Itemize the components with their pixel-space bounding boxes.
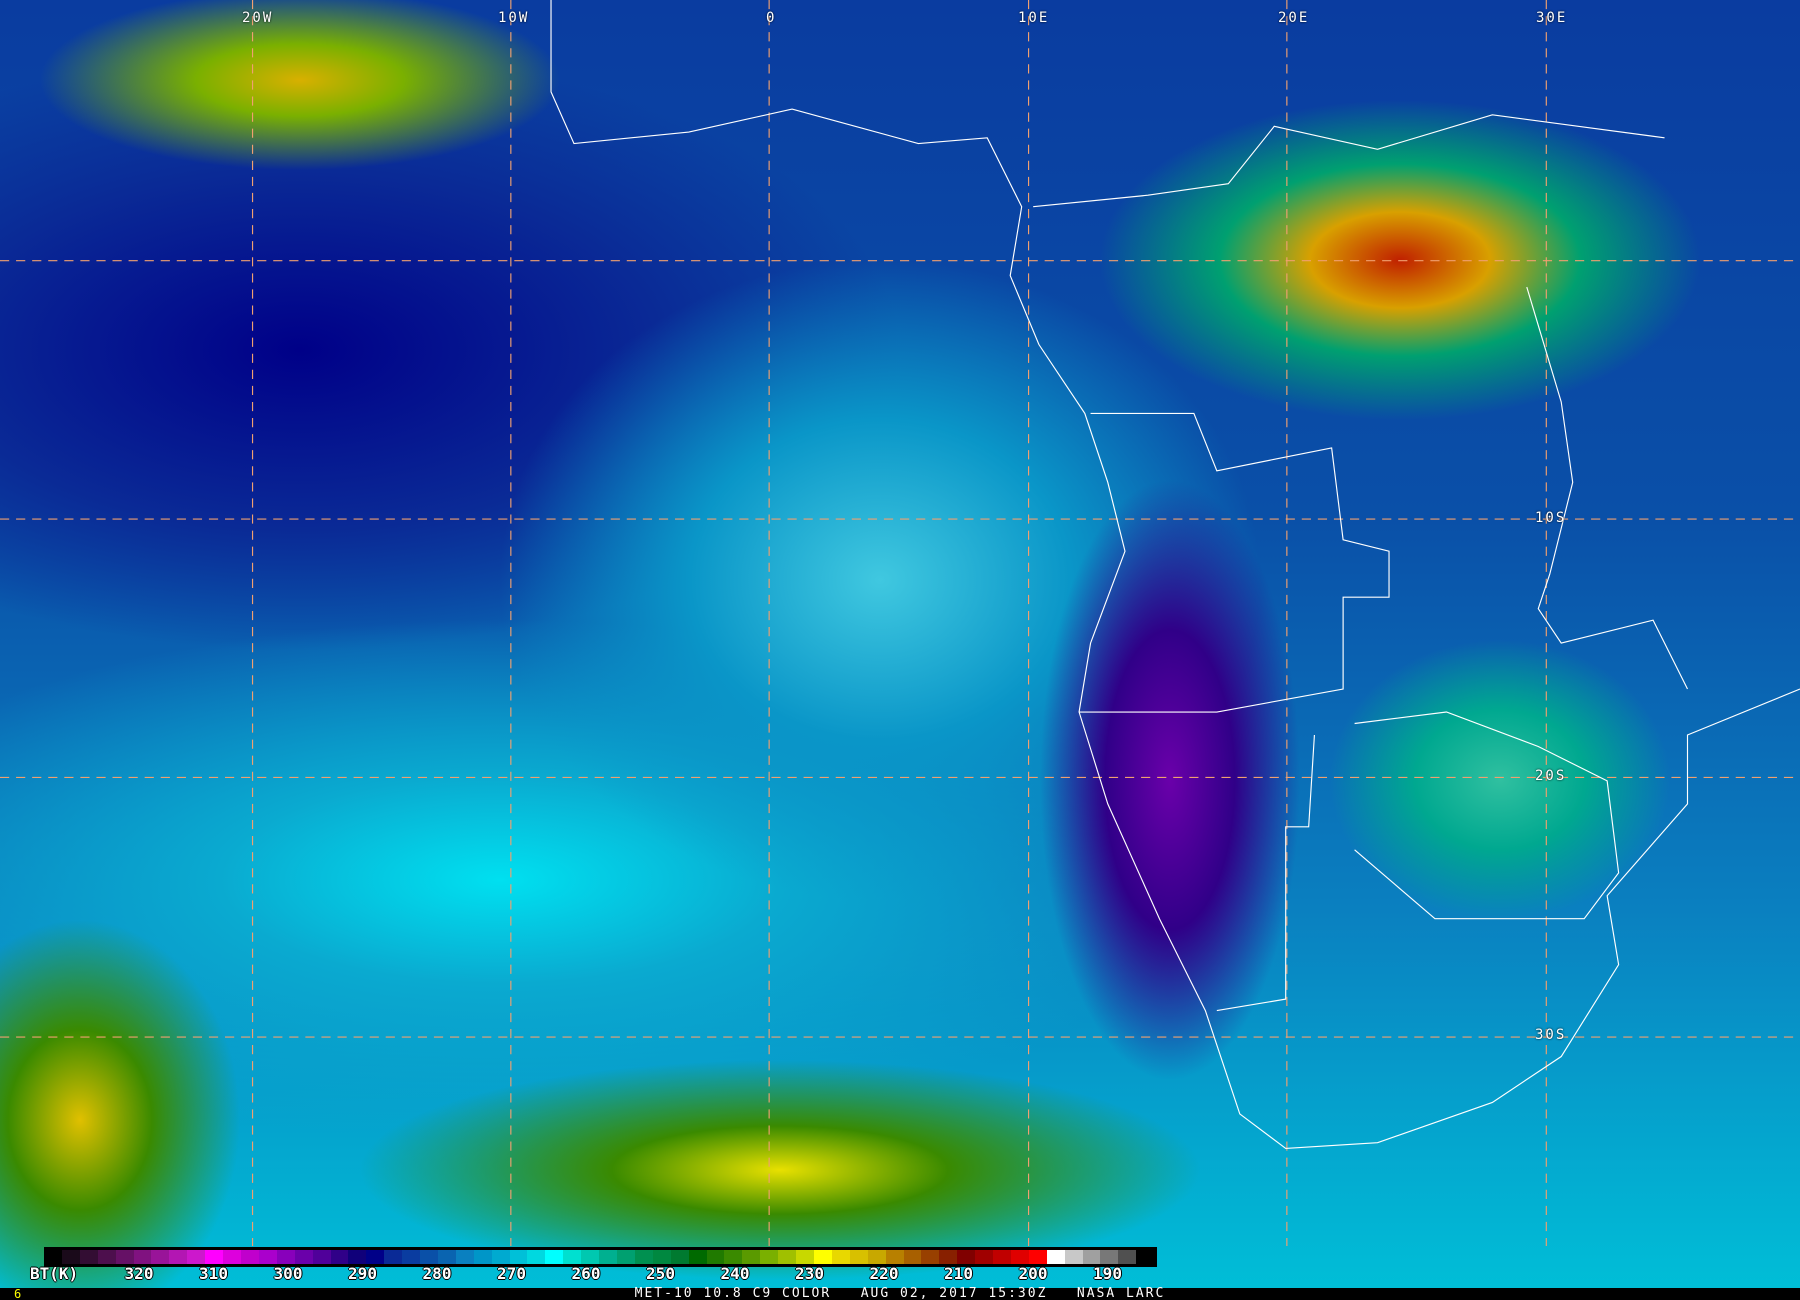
color-bar [44, 1247, 1157, 1267]
color-bar-swatch [939, 1250, 958, 1264]
color-bar-swatch [796, 1250, 814, 1264]
color-bar-swatch [634, 1250, 653, 1264]
color-bar-swatch [348, 1250, 367, 1264]
color-bar-swatch [133, 1250, 152, 1264]
color-bar-swatch [491, 1250, 510, 1264]
color-bar-tick-label: 210 [944, 1264, 973, 1283]
color-bar-swatch [957, 1250, 976, 1264]
color-bar-swatch [760, 1250, 779, 1264]
lon-label-30e: 30E [1536, 10, 1568, 26]
color-bar-swatch [205, 1250, 224, 1264]
lat-label-30s: 30S [1535, 1027, 1567, 1043]
color-bar-swatch [187, 1250, 206, 1264]
color-bar-tick-label: 230 [795, 1264, 824, 1283]
color-bar-swatch [151, 1250, 170, 1264]
color-bar-swatch [44, 1250, 62, 1264]
color-bar-swatch [706, 1250, 725, 1264]
color-bar-swatch [527, 1250, 546, 1264]
footer-caption: MET-10 10.8 C9 COLOR AUG 02, 2017 15:30Z… [0, 1286, 1800, 1300]
color-bar-swatch [831, 1250, 850, 1264]
color-bar-swatch [169, 1250, 188, 1264]
product-name: MET-10 10.8 C9 COLOR [634, 1286, 832, 1300]
color-bar-tick-label: 190 [1093, 1264, 1122, 1283]
color-bar-swatch [294, 1250, 313, 1264]
color-bar-tick-label: 290 [348, 1264, 377, 1283]
color-bar-swatch [258, 1250, 277, 1264]
color-bar-swatch [813, 1250, 832, 1264]
color-bar-swatch [366, 1250, 385, 1264]
color-bar-swatch [384, 1250, 403, 1264]
lat-label-20s: 20S [1535, 768, 1567, 784]
lon-label-10w: 10W [498, 10, 530, 26]
color-bar-tick-label: 250 [646, 1264, 675, 1283]
color-bar-swatch [420, 1250, 438, 1264]
color-bar-swatch [581, 1250, 600, 1264]
color-bar-swatch [1118, 1250, 1137, 1264]
color-bar-tick-label: 220 [869, 1264, 899, 1283]
datetime: AUG 02, 2017 15:30Z [860, 1286, 1048, 1300]
footer-bar [0, 1288, 1800, 1300]
color-bar-tick-label: 270 [497, 1264, 526, 1283]
color-bar-swatch [1100, 1250, 1119, 1264]
color-bar-swatch [778, 1250, 797, 1264]
color-bar-swatch [742, 1250, 761, 1264]
color-bar-swatch [993, 1250, 1011, 1264]
lon-label-10e: 10E [1018, 10, 1050, 26]
color-bar-swatch [903, 1250, 922, 1264]
color-bar-tick-label: 200 [1018, 1264, 1048, 1283]
legend-unit-label: BT(K) [30, 1264, 79, 1283]
color-bar-swatch [563, 1250, 582, 1264]
color-bar-swatch [312, 1250, 331, 1264]
color-bar-swatch [437, 1250, 456, 1264]
lat-label-10s: 10S [1535, 510, 1567, 526]
color-bar-swatch [115, 1250, 134, 1264]
graticule [0, 0, 1800, 1247]
color-bar-swatch [509, 1250, 528, 1264]
frame-number: 6 [14, 1287, 22, 1300]
color-bar-swatch [670, 1250, 689, 1264]
color-bar-swatch [1136, 1250, 1155, 1264]
lon-label-0: 0 [766, 10, 777, 26]
color-bar-tick-label: 300 [273, 1264, 303, 1283]
color-bar-swatch [599, 1250, 617, 1264]
color-bar-swatch [276, 1250, 295, 1264]
color-bar-swatch [1046, 1250, 1065, 1264]
color-bar-swatch [885, 1250, 904, 1264]
color-bar-swatch [402, 1250, 421, 1264]
color-bar-swatch [79, 1250, 98, 1264]
color-bar-swatch [455, 1250, 474, 1264]
color-bar-tick-label: 320 [124, 1264, 154, 1283]
color-bar-swatch [545, 1250, 564, 1264]
color-bar-swatch [223, 1250, 241, 1264]
color-bar-swatch [849, 1250, 868, 1264]
color-bar-swatch [473, 1250, 492, 1264]
color-bar-swatch [975, 1250, 994, 1264]
color-bar-tick-label: 310 [199, 1264, 228, 1283]
source: NASA LARC [1076, 1286, 1166, 1300]
color-bar-tick-label: 280 [422, 1264, 452, 1283]
color-bar-swatch [1064, 1250, 1083, 1264]
color-bar-swatch [97, 1250, 116, 1264]
color-bar-swatch [1010, 1250, 1029, 1264]
color-bar-tick-label: 240 [720, 1264, 750, 1283]
color-bar-swatch [61, 1250, 80, 1264]
lon-label-20e: 20E [1278, 10, 1310, 26]
color-bar-swatch [688, 1250, 707, 1264]
color-bar-swatch [724, 1250, 743, 1264]
color-bar-swatch [921, 1250, 940, 1264]
color-bar-swatch [330, 1250, 349, 1264]
country-borders [1079, 412, 1390, 713]
color-bar-swatch [240, 1250, 259, 1264]
coastline [550, 0, 1800, 1149]
color-bar-swatch [617, 1250, 635, 1264]
lon-label-20w: 20W [242, 10, 274, 26]
color-bar-tick-label: 260 [571, 1264, 601, 1283]
color-bar-swatch [652, 1250, 671, 1264]
color-bar-swatch [1028, 1250, 1047, 1264]
color-bar-swatch [867, 1250, 886, 1264]
color-bar-swatch [1082, 1250, 1101, 1264]
